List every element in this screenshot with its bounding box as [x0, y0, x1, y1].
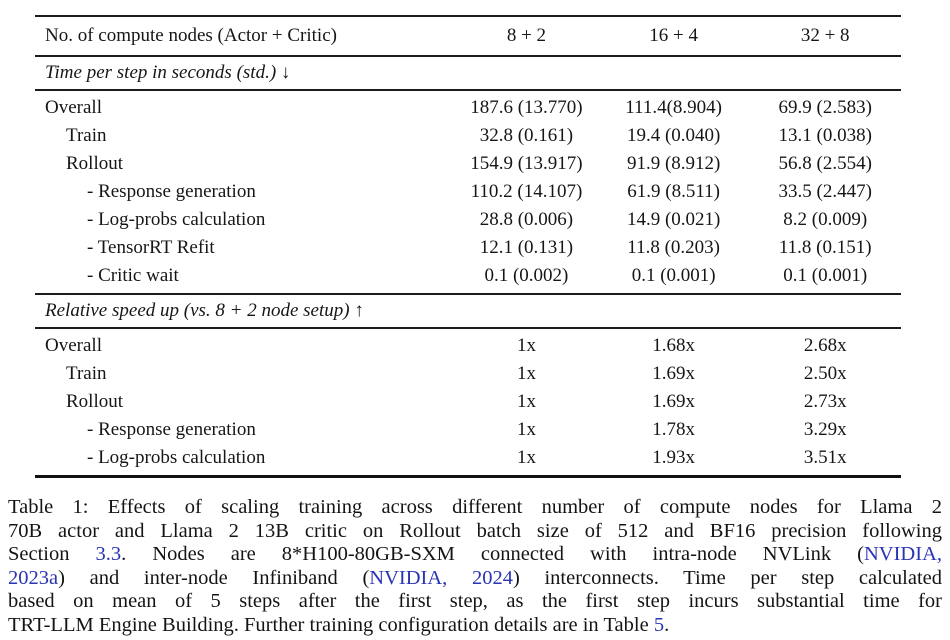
value-cell: 3.51x: [803, 447, 847, 468]
row-label: - Log-probs calculation: [87, 447, 266, 468]
ref-link[interactable]: NVIDIA,: [864, 543, 942, 565]
row-label: - TensorRT Refit: [87, 237, 215, 258]
ref-link[interactable]: 5: [653, 613, 665, 636]
value-cell: 0.1 (0.001): [631, 265, 716, 286]
value-cell: 8.2 (0.009): [783, 209, 868, 230]
header-col-32-8: 32 + 8: [749, 16, 901, 57]
caption-line: 70B actor and Llama 2 13B critic on Roll…: [8, 520, 942, 544]
caption-text: ) and inter-node Infiniband (: [58, 566, 370, 589]
value-cell: 12.1 (0.131): [479, 237, 574, 258]
value-cell: 69.9 (2.583): [778, 97, 872, 118]
value-cell: 1.69x: [652, 363, 696, 384]
value-cell: 19.4 (0.040): [626, 125, 721, 146]
value-cell: 1x: [516, 335, 536, 356]
header-label: No. of compute nodes (Actor + Critic): [35, 16, 455, 57]
caption-text: Section: [8, 543, 96, 565]
caption-text: based on mean of 5 steps after the first…: [8, 590, 942, 612]
caption-text: .: [664, 613, 670, 636]
value-cell: 1.93x: [652, 447, 696, 468]
value-cell: 154.9 (13.917): [470, 153, 583, 174]
row-label: - Log-probs calculation: [87, 209, 266, 230]
header-row: No. of compute nodes (Actor + Critic) 8 …: [35, 16, 901, 57]
section-title-row: Relative speed up (vs. 8 + 2 node setup)…: [35, 293, 901, 329]
section-title-row: Time per step in seconds (std.) ↓: [35, 55, 901, 91]
value-cell: 110.2 (14.107): [470, 181, 583, 202]
table-row: Overall 1x 1.68x 2.68x: [35, 328, 901, 360]
caption-line: TRT-LLM Engine Building. Further trainin…: [8, 614, 942, 638]
value-cell: 32.8 (0.161): [479, 125, 574, 146]
ref-link[interactable]: 3.3: [95, 543, 122, 565]
value-cell: 1x: [516, 391, 536, 412]
table-row: - Response generation 1x 1.78x 3.29x: [35, 416, 901, 444]
value-cell: 1x: [516, 447, 536, 468]
value-cell: 11.8 (0.203): [627, 237, 720, 258]
row-label: Overall: [45, 335, 102, 356]
caption-text: 70B actor and Llama 2 13B critic on Roll…: [8, 519, 942, 542]
header-col-8-2: 8 + 2: [455, 16, 598, 57]
scaling-results-table: No. of compute nodes (Actor + Critic) 8 …: [35, 15, 901, 478]
row-label: Rollout: [66, 153, 124, 174]
header-col-16-4: 16 + 4: [597, 16, 750, 57]
value-cell: 91.9 (8.912): [626, 153, 721, 174]
value-cell: 28.8 (0.006): [479, 209, 574, 230]
value-cell: 111.4(8.904): [625, 97, 723, 118]
table-row: Train 1x 1.69x 2.50x: [35, 360, 901, 388]
section-title: Relative speed up (vs. 8 + 2 node setup)…: [35, 293, 901, 329]
value-cell: 56.8 (2.554): [778, 153, 872, 174]
row-label: - Response generation: [87, 181, 256, 202]
value-cell: 1x: [516, 363, 536, 384]
value-cell: 2.50x: [803, 363, 847, 384]
table-row: Overall 187.6 (13.770) 111.4(8.904) 69.9 (2…: [35, 90, 901, 122]
caption-line: based on mean of 5 steps after the first…: [8, 590, 942, 614]
row-label: - Critic wait: [87, 265, 179, 286]
table-row: - Log-probs calculation 1x 1.93x 3.51x: [35, 444, 901, 477]
table-header: No. of compute nodes (Actor + Critic) 8 …: [35, 16, 901, 57]
value-cell: 2.68x: [803, 335, 847, 356]
table-row: - Critic wait 0.1 (0.002) 0.1 (0.001) 0.1 (…: [35, 262, 901, 294]
caption-line: Section 3.3. Nodes are 8*H100-80GB-SXM c…: [8, 543, 942, 567]
table-row: - Log-probs calculation 28.8 (0.006) 14.9 …: [35, 206, 901, 234]
table-row: Train 32.8 (0.161) 19.4 (0.040) 13.1 (0.038…: [35, 122, 901, 150]
row-label: - Response generation: [87, 419, 256, 440]
table-row: Rollout 1x 1.69x 2.73x: [35, 388, 901, 416]
caption-line: 2023a) and inter-node Infiniband (NVIDIA…: [8, 567, 942, 591]
ref-link[interactable]: 2023a: [8, 566, 59, 589]
caption-text: TRT-LLM Engine Building. Further trainin…: [8, 613, 654, 636]
value-cell: 187.6 (13.770): [470, 97, 583, 118]
value-cell: 14.9 (0.021): [626, 209, 721, 230]
row-label: Train: [66, 125, 107, 146]
value-cell: 1.69x: [652, 391, 696, 412]
table-row: - TensorRT Refit 12.1 (0.131) 11.8 (0.203)…: [35, 234, 901, 262]
value-cell: 0.1 (0.001): [783, 265, 868, 286]
caption-line: Table 1: Effects of scaling training acr…: [8, 496, 942, 520]
value-cell: 1.68x: [652, 335, 696, 356]
value-cell: 11.8 (0.151): [778, 237, 872, 258]
row-label: Overall: [45, 97, 102, 118]
value-cell: 1.78x: [652, 419, 696, 440]
caption-text: ) interconnects. Time per step calculate…: [512, 566, 942, 589]
value-cell: 13.1 (0.038): [778, 125, 872, 146]
ref-link[interactable]: NVIDIA, 2024: [369, 566, 513, 589]
table-row: Rollout 154.9 (13.917) 91.9 (8.912) 56.8 (2…: [35, 150, 901, 178]
value-cell: 2.73x: [803, 391, 847, 412]
value-cell: 61.9 (8.511): [627, 181, 720, 202]
row-label: Train: [66, 363, 107, 384]
value-cell: 0.1 (0.002): [484, 265, 569, 286]
caption-text: . Nodes are 8*H100-80GB-SXM connected wi…: [121, 543, 864, 565]
paper-page: No. of compute nodes (Actor + Critic) 8 …: [0, 15, 950, 637]
value-cell: 3.29x: [803, 419, 847, 440]
caption-text: Table 1: Effects of scaling training acr…: [8, 496, 942, 518]
value-cell: 1x: [516, 419, 536, 440]
row-label: Rollout: [66, 391, 124, 412]
section-title: Time per step in seconds (std.) ↓: [35, 55, 901, 91]
value-cell: 33.5 (2.447): [778, 181, 872, 202]
table-row: - Response generation 110.2 (14.107) 61.9 …: [35, 178, 901, 206]
table-caption: Table 1: Effects of scaling training acr…: [8, 496, 942, 637]
